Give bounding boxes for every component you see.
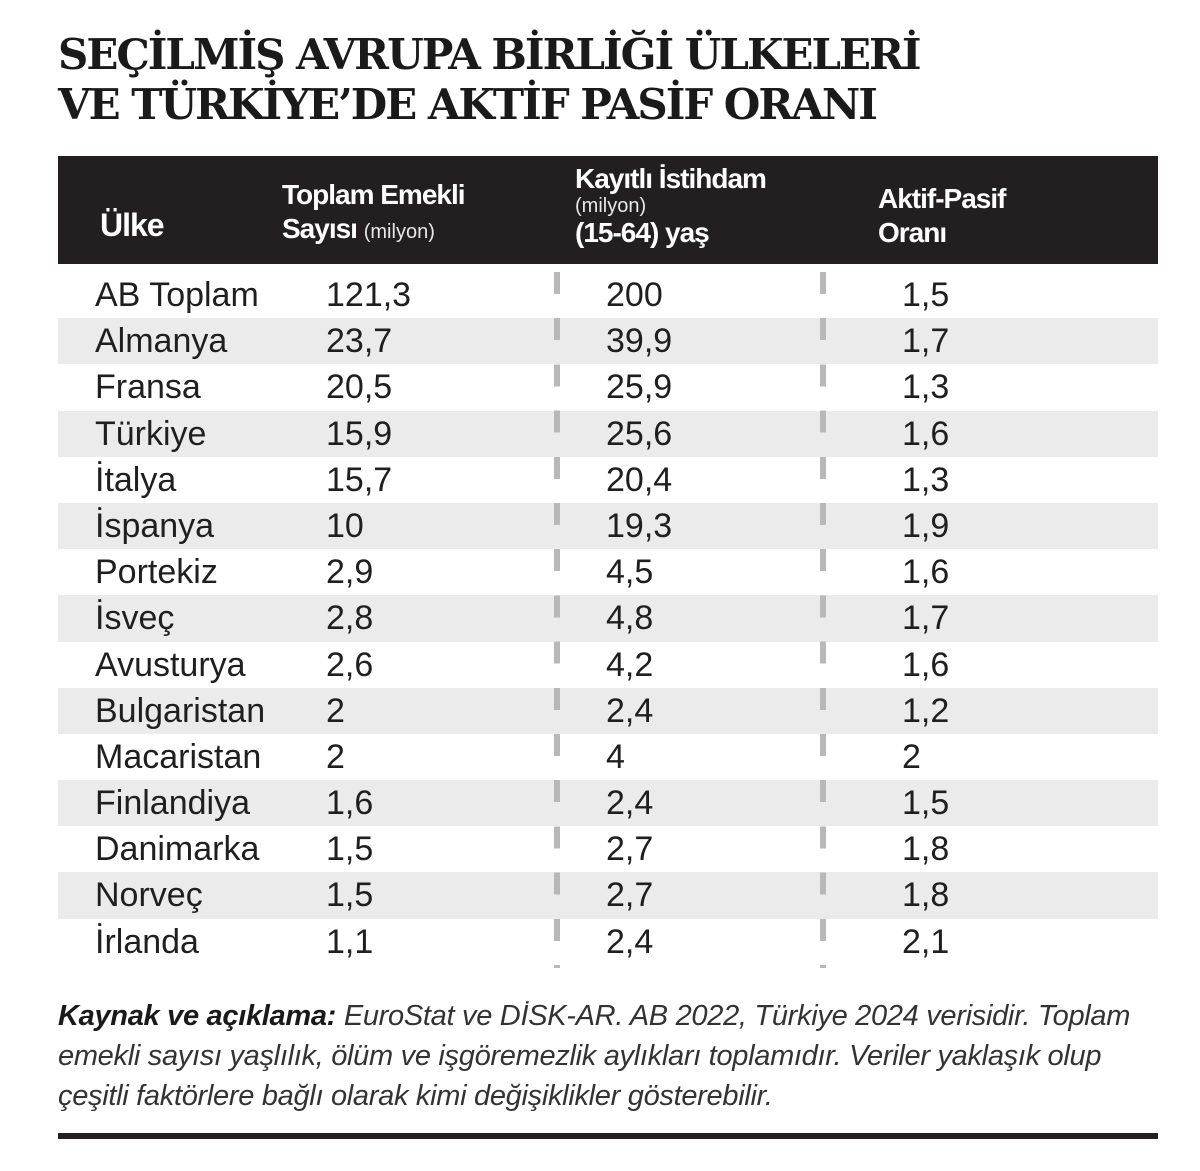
cell-pension: 1,1 (326, 922, 374, 961)
cell-ratio: 1,5 (902, 784, 950, 823)
source-label: Kaynak ve açıklama: (58, 1000, 337, 1032)
cell-pension: 1,5 (326, 876, 374, 915)
cell-ratio: 1,8 (902, 830, 950, 869)
table-row: Almanya 23,7 39,9 1,7 (58, 318, 1158, 365)
header-pension: Toplam Emekli Sayısı (milyon) (282, 178, 466, 249)
cell-country: Avusturya (95, 645, 246, 684)
header-country: Ülke (100, 207, 165, 243)
table-row: AB Toplam 121,3 200 1,5 (58, 272, 1158, 318)
cell-pension: 1,5 (326, 830, 374, 869)
cell-employment: 19,3 (606, 506, 673, 545)
source-text: EuroStat ve DİSK-AR. AB 2022, Türkiye 20… (58, 1000, 1131, 1112)
cell-employment: 2,7 (606, 830, 654, 869)
cell-pension: 20,5 (326, 368, 393, 407)
table-row: Avusturya 2,6 4,2 1,6 (58, 642, 1158, 688)
table-row: Finlandiya 1,6 2,4 1,5 (58, 780, 1158, 827)
title-line-1: SEÇİLMİŞ AVRUPA BİRLİĞİ ÜLKELERİ (58, 30, 922, 79)
table-body: AB Toplam 121,3 200 1,5 Almanya 23,7 39,9 1,7 Fr… (58, 272, 1158, 965)
table-row: Türkiye 15,9 25,6 1,6 (58, 410, 1158, 457)
cell-country: Finlandiya (95, 784, 250, 823)
cell-country: Fransa (95, 368, 201, 407)
cell-ratio: 1,3 (902, 368, 950, 407)
table-row: Macaristan 2 4 2 (58, 734, 1158, 780)
cell-country: İtalya (95, 460, 177, 499)
header-employment-line1: Kayıtlı İstihdam (575, 163, 767, 194)
cell-country: Portekiz (95, 553, 218, 592)
cell-ratio: 2,1 (902, 922, 950, 961)
cell-ratio: 1,2 (902, 691, 950, 730)
cell-employment: 20,4 (606, 460, 673, 499)
table-row: Bulgaristan 2 2,4 1,2 (58, 687, 1158, 734)
cell-employment: 200 (606, 276, 663, 314)
table-row: İtalya 15,7 20,4 1,3 (58, 457, 1158, 503)
cell-ratio: 1,6 (902, 553, 950, 592)
header-employment-line3: (15-64) yaş (575, 217, 710, 248)
cell-ratio: 1,5 (902, 276, 950, 314)
cell-ratio: 1,3 (902, 460, 950, 499)
cell-employment: 25,9 (606, 368, 673, 407)
cell-pension: 15,7 (326, 460, 393, 499)
title-line-2: VE TÜRKİYE’DE AKTİF PASİF ORANI (58, 80, 878, 129)
cell-employment: 2,4 (606, 784, 654, 823)
cell-country: İsveç (95, 599, 175, 638)
table-row: İsveç 2,8 4,8 1,7 (58, 595, 1158, 642)
cell-pension: 2,9 (326, 553, 374, 592)
cell-country: Danimarka (95, 830, 260, 869)
cell-country: Almanya (95, 322, 228, 361)
cell-country: AB Toplam (95, 276, 259, 314)
cell-pension: 23,7 (326, 322, 393, 361)
table-row: İspanya 10 19,3 1,9 (58, 502, 1158, 550)
cell-country: İrlanda (95, 922, 199, 961)
header-ratio-line2: Oranı (878, 217, 947, 248)
cell-ratio: 1,7 (902, 322, 950, 361)
cell-ratio: 2 (902, 737, 921, 776)
cell-ratio: 1,8 (902, 876, 950, 915)
cell-country: Türkiye (95, 414, 207, 453)
table-row: Norveç 1,5 2,7 1,8 (58, 872, 1158, 919)
page-title: SEÇİLMİŞ AVRUPA BİRLİĞİ ÜLKELERİ VE TÜRK… (58, 30, 1158, 130)
cell-employment: 2,4 (606, 922, 654, 961)
cell-country: Norveç (95, 876, 203, 915)
cell-employment: 39,9 (606, 322, 673, 361)
cell-country: Macaristan (95, 737, 262, 776)
cell-ratio: 1,6 (902, 414, 950, 453)
cell-country: İspanya (95, 506, 215, 545)
header-ratio-line1: Aktif-Pasif (878, 183, 1006, 214)
cell-employment: 2,7 (606, 876, 654, 915)
bottom-rule (58, 1133, 1158, 1139)
cell-employment: 4,5 (606, 553, 654, 592)
header-pension-line1: Toplam Emekli (282, 179, 466, 210)
header-pension-line2: Sayısı (282, 213, 358, 244)
cell-employment: 4,2 (606, 645, 654, 684)
cell-ratio: 1,6 (902, 645, 950, 684)
cell-country: Bulgaristan (95, 691, 266, 730)
cell-pension: 2,8 (326, 599, 374, 638)
cell-pension: 10 (326, 506, 364, 545)
table-header: Ülke Toplam Emekli Sayısı (milyon) Kayıt… (58, 156, 1158, 264)
header-employment: Kayıtlı İstihdam (milyon) (15-64) yaş (575, 162, 767, 250)
header-ratio: Aktif-Pasif Oranı (878, 182, 1006, 250)
cell-ratio: 1,9 (902, 506, 950, 545)
cell-pension: 15,9 (326, 414, 393, 453)
cell-pension: 2 (326, 737, 345, 776)
cell-employment: 4,8 (606, 599, 654, 638)
table-row: İrlanda 1,1 2,4 2,1 (58, 919, 1158, 965)
cell-employment: 4 (606, 737, 625, 776)
source-note: Kaynak ve açıklama: EuroStat ve DİSK-AR.… (58, 996, 1158, 1116)
header-employment-unit: (milyon) (575, 195, 647, 217)
column-divider (554, 272, 560, 968)
cell-ratio: 1,7 (902, 599, 950, 638)
data-table: Ülke Toplam Emekli Sayısı (milyon) Kayıt… (58, 156, 1158, 965)
cell-employment: 2,4 (606, 691, 654, 730)
table-row: Danimarka 1,5 2,7 1,8 (58, 826, 1158, 872)
table-row: Portekiz 2,9 4,5 1,6 (58, 549, 1158, 595)
cell-pension: 2,6 (326, 645, 374, 684)
table-row: Fransa 20,5 25,9 1,3 (58, 364, 1158, 410)
header-pension-unit: (milyon) (363, 221, 435, 243)
cell-pension: 2 (326, 691, 345, 730)
cell-pension: 121,3 (326, 276, 412, 314)
cell-employment: 25,6 (606, 414, 673, 453)
column-divider (820, 272, 826, 968)
cell-pension: 1,6 (326, 784, 374, 823)
